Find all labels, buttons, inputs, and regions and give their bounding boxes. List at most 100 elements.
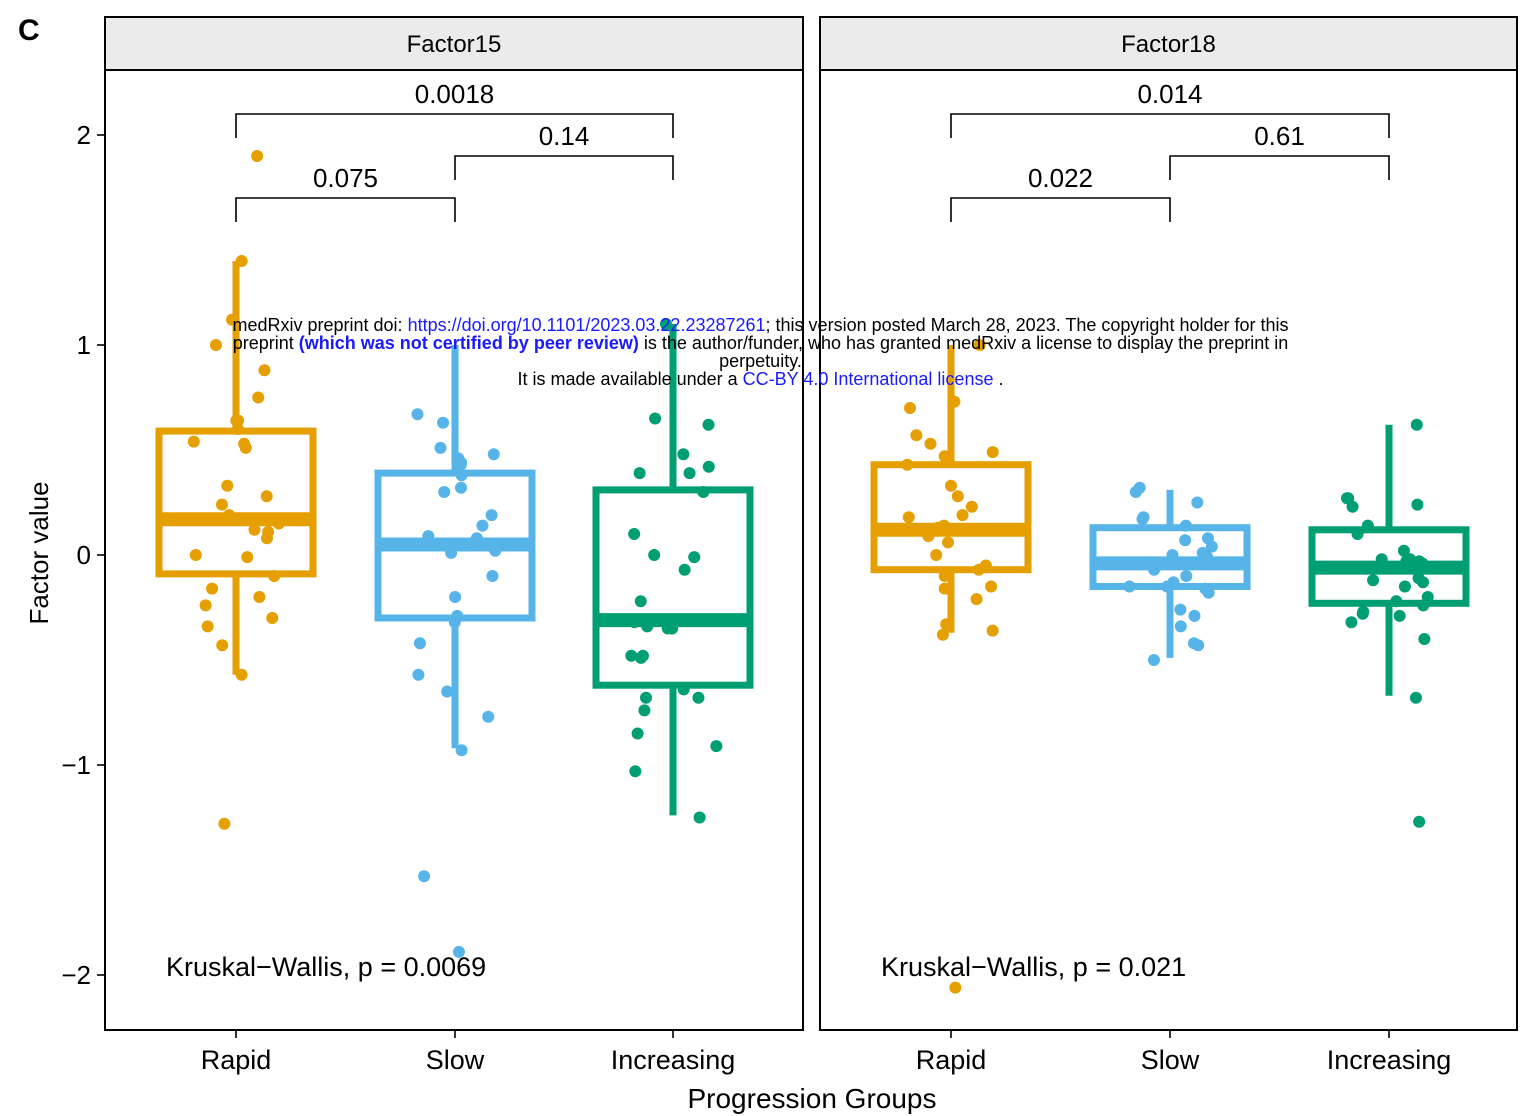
data-point — [922, 530, 935, 543]
data-point — [678, 563, 691, 576]
bracket-line — [1169, 155, 1390, 180]
points-increasing — [625, 318, 723, 824]
data-point — [702, 460, 715, 473]
x-tick-label: Slow — [1141, 1045, 1200, 1075]
data-point — [418, 870, 431, 883]
data-point — [489, 544, 502, 557]
preprint-watermark: medRxiv preprint doi: https://doi.org/10… — [0, 316, 1521, 388]
points-rapid — [901, 339, 999, 994]
data-point — [187, 435, 200, 448]
data-point — [231, 423, 244, 435]
bracket-line — [235, 113, 674, 138]
data-point — [677, 683, 690, 696]
data-point — [252, 391, 265, 404]
box-iqr — [870, 461, 1032, 574]
data-point — [437, 416, 450, 429]
bracket-line — [950, 197, 1171, 222]
data-point — [485, 509, 498, 522]
data-point — [924, 437, 937, 450]
data-point — [639, 691, 652, 704]
data-point — [965, 500, 978, 513]
data-point — [455, 481, 468, 494]
data-point — [1382, 561, 1395, 574]
data-point — [1191, 496, 1204, 509]
data-point — [258, 364, 271, 377]
doi-link[interactable]: https://doi.org/10.1101/2023.03.22.23287… — [407, 315, 766, 335]
data-point — [692, 691, 705, 704]
data-point — [1393, 609, 1406, 622]
y-tick-label: 0 — [77, 540, 91, 570]
facet-strip — [819, 16, 1518, 71]
data-point — [441, 685, 454, 698]
data-point — [206, 513, 219, 526]
plot-area — [155, 150, 754, 958]
data-point — [1375, 553, 1388, 566]
data-point — [189, 549, 202, 561]
data-point — [1367, 574, 1380, 587]
box-increasing — [592, 324, 754, 816]
data-point — [930, 549, 943, 561]
data-point — [455, 744, 468, 757]
data-point — [649, 412, 662, 425]
x-axis-label: Progression Groups — [687, 1083, 936, 1114]
data-point — [248, 523, 261, 536]
data-point — [972, 563, 985, 576]
data-point — [235, 255, 248, 267]
data-point — [438, 486, 451, 498]
panel-label: C — [18, 14, 40, 47]
data-point — [1409, 691, 1422, 704]
y-axis-label: Factor value — [24, 481, 54, 624]
data-point — [487, 448, 500, 461]
data-point — [206, 582, 219, 595]
data-point — [659, 318, 672, 330]
data-point — [1202, 586, 1215, 599]
data-point — [1356, 607, 1369, 620]
data-point — [910, 429, 923, 442]
x-tick-label: Slow — [426, 1045, 485, 1075]
data-point — [266, 612, 279, 624]
data-point — [268, 570, 281, 582]
data-point — [944, 479, 957, 492]
y-tick-label: 2 — [77, 120, 91, 150]
data-point — [942, 536, 955, 549]
data-point — [986, 446, 999, 459]
data-point — [411, 408, 424, 421]
data-point — [948, 395, 961, 408]
points-increasing — [1340, 418, 1434, 828]
data-point — [215, 498, 228, 511]
data-point — [413, 637, 426, 650]
plot-area — [870, 339, 1470, 994]
data-point — [1400, 555, 1413, 568]
data-point — [218, 817, 231, 830]
points-slow — [1123, 481, 1218, 666]
data-point — [936, 628, 949, 641]
data-point — [463, 538, 476, 551]
data-point — [1161, 580, 1174, 593]
data-point — [1397, 544, 1410, 557]
x-tick-label: Rapid — [201, 1045, 272, 1075]
data-point — [272, 517, 285, 530]
data-point — [1351, 528, 1364, 540]
points-slow — [411, 408, 502, 958]
data-point — [1136, 513, 1149, 526]
data-point — [251, 150, 264, 162]
data-point — [1417, 599, 1430, 612]
data-point — [938, 450, 951, 463]
data-point — [628, 616, 641, 629]
data-point — [1361, 519, 1374, 532]
box-slow — [374, 345, 536, 749]
data-point — [260, 532, 273, 545]
comparison-bracket: 0.075 — [235, 163, 456, 222]
data-point — [973, 339, 986, 351]
data-point — [232, 414, 245, 427]
comparison-bracket: 0.014 — [950, 79, 1390, 138]
comparison-bracket: 0.61 — [1169, 121, 1390, 180]
data-point — [241, 551, 254, 564]
facet-title: Factor15 — [407, 31, 502, 58]
data-point — [1179, 534, 1192, 547]
data-point — [223, 509, 236, 522]
data-point — [938, 582, 951, 595]
license-link[interactable]: CC-BY 4.0 International license — [742, 369, 994, 389]
data-point — [1417, 576, 1430, 589]
data-point — [1390, 595, 1403, 608]
